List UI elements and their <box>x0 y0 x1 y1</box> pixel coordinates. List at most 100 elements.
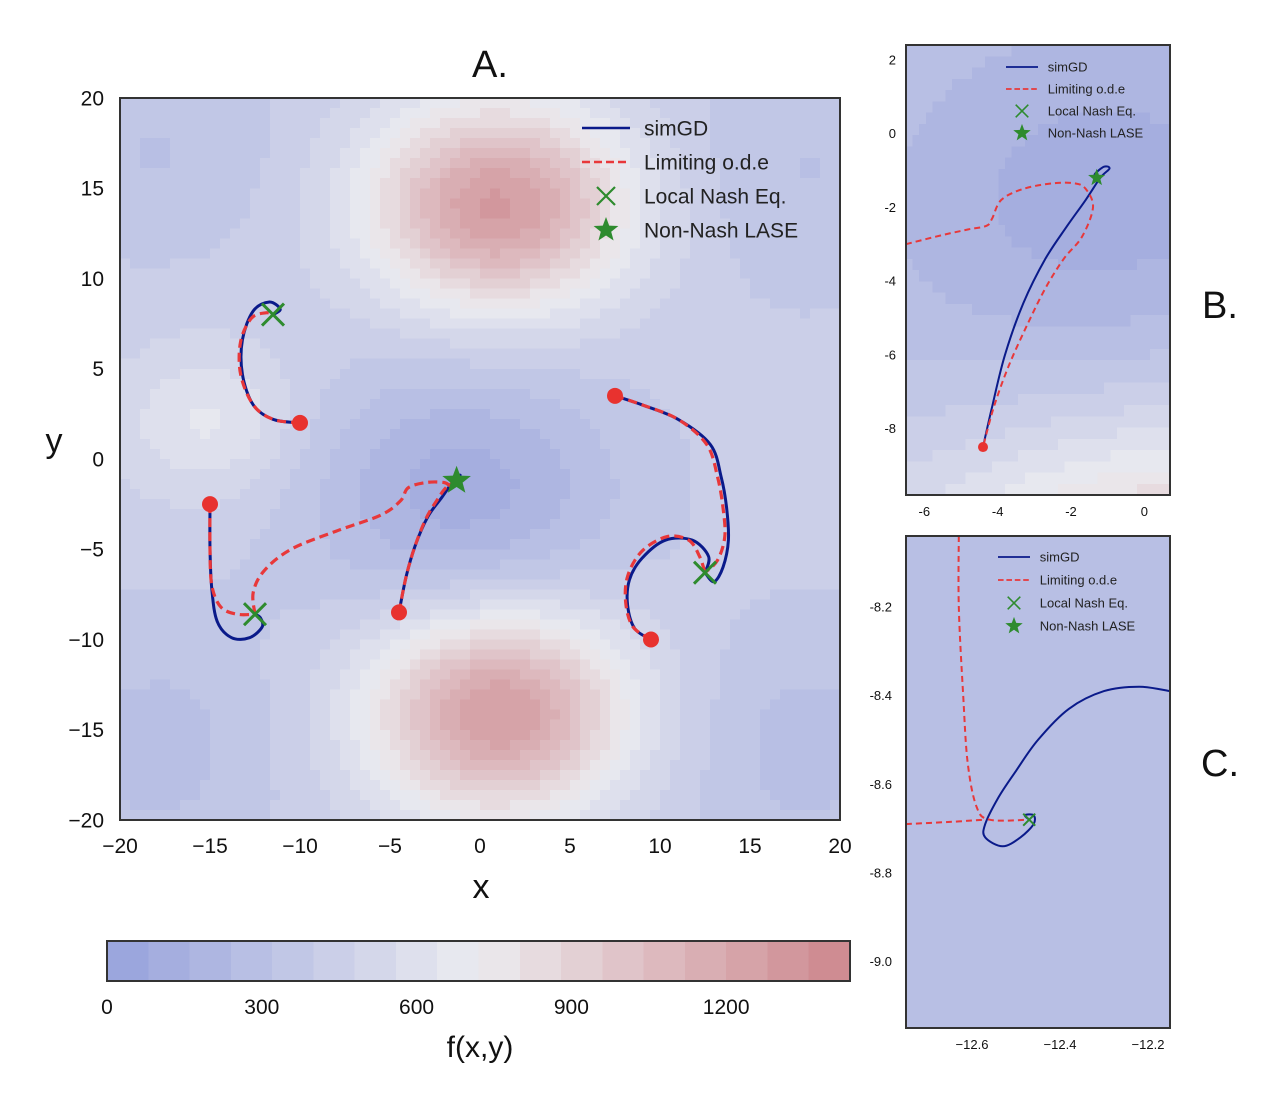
y-tick-label: -6 <box>884 347 896 362</box>
legend-lase-swatch <box>1005 616 1023 634</box>
local-nash-marker <box>242 602 268 627</box>
x-tick-label: −12.4 <box>1044 1037 1077 1052</box>
panel-a-title: A. <box>472 44 508 86</box>
y-tick-label: -4 <box>884 274 896 289</box>
contour-field <box>120 98 840 820</box>
simgd-trajectory <box>982 165 1111 448</box>
simgd-trajectory <box>982 685 1171 848</box>
panel-a-frame <box>119 97 841 821</box>
colorbar-tick-label: 300 <box>244 996 279 1019</box>
y-tick-label: 2 <box>889 52 896 67</box>
x-tick-label: −15 <box>192 835 228 858</box>
y-tick-label: 15 <box>81 178 104 201</box>
legend-label: Non-Nash LASE <box>1040 619 1136 634</box>
colorbar-label: f(x,y) <box>447 1031 514 1064</box>
colorbar-tick-label: 0 <box>101 996 113 1019</box>
y-tick-label: 0 <box>889 126 896 141</box>
legend-label: Local Nash Eq. <box>1040 596 1128 611</box>
panel-c-frame <box>905 535 1171 1029</box>
local-nash-marker <box>596 186 616 206</box>
local-nash-marker <box>1015 104 1029 118</box>
legend-label: Non-Nash LASE <box>1048 126 1144 141</box>
colorbar-level <box>354 941 397 981</box>
colorbar-level <box>519 941 562 981</box>
non-nash-lase-marker <box>1088 168 1106 186</box>
y-tick-label: -2 <box>884 200 896 215</box>
x-tick-label: −5 <box>378 835 402 858</box>
x-tick-label: -6 <box>919 504 931 519</box>
ode-trajectory <box>957 535 1030 822</box>
non-nash-lase-marker <box>442 465 471 493</box>
panel-b-plot: -6 -4 -2 0 2 0 -2 -4 -6 -8 simGD Limiting o.d.e Loca… <box>884 44 1171 519</box>
colorbar-level <box>189 941 232 981</box>
x-tick-label: −10 <box>282 835 318 858</box>
colorbar-level <box>684 941 727 981</box>
x-tick-label: 10 <box>648 835 671 858</box>
start-point <box>391 604 407 621</box>
x-tick-label: 0 <box>474 835 486 858</box>
y-tick-label: -8.2 <box>870 599 892 614</box>
ode-trajectory <box>397 479 458 613</box>
local-nash-marker <box>1007 596 1021 610</box>
ode-trajectory <box>905 181 1095 448</box>
y-tick-label: 0 <box>92 448 104 471</box>
legend-label: Non-Nash LASE <box>644 219 798 242</box>
x-tick-label: −20 <box>102 835 138 858</box>
panel-c-title: C. <box>1201 743 1239 785</box>
x-tick-label: −12.2 <box>1132 1037 1165 1052</box>
y-tick-label: -8 <box>884 421 896 436</box>
contour-field <box>906 536 1170 1028</box>
colorbar-level <box>272 941 314 981</box>
legend-label: Limiting o.d.e <box>1040 573 1117 588</box>
x-tick-label: 0 <box>1141 504 1148 519</box>
legend-label: simGD <box>1040 550 1080 565</box>
legend-lase-swatch <box>593 217 619 241</box>
y-tick-label: -8.6 <box>870 777 892 792</box>
colorbar: 0 300 600 900 1200 <box>101 940 851 1019</box>
y-tick-label: -8.4 <box>870 688 892 703</box>
colorbar-level <box>767 941 810 981</box>
colorbar-tick-label: 1200 <box>703 996 750 1019</box>
y-tick-label: -8.8 <box>870 865 892 880</box>
colorbar-level <box>230 941 273 981</box>
ode-trajectory <box>237 311 301 425</box>
start-point <box>292 414 308 431</box>
legend-lase-swatch <box>1013 123 1031 141</box>
start-point <box>978 442 988 453</box>
contour-field <box>906 45 1170 495</box>
y-tick-label: −10 <box>68 629 104 652</box>
legend-label: Limiting o.d.e <box>644 151 769 174</box>
x-tick-label: -2 <box>1065 504 1077 519</box>
colorbar-level <box>643 941 686 981</box>
x-tick-label: −12.6 <box>956 1037 989 1052</box>
colorbar-tick-label: 600 <box>399 996 434 1019</box>
legend-label: Local Nash Eq. <box>1048 104 1136 119</box>
start-point <box>607 387 623 404</box>
ode-trajectory <box>623 534 707 641</box>
panel-b-frame <box>905 44 1171 496</box>
colorbar-level <box>437 941 480 981</box>
start-point <box>202 496 218 513</box>
y-tick-label: −15 <box>68 719 104 742</box>
colorbar-level <box>808 941 851 981</box>
x-tick-label: 15 <box>738 835 761 858</box>
y-tick-label: 5 <box>92 358 104 381</box>
local-nash-marker <box>1022 812 1036 827</box>
colorbar-level <box>313 941 356 981</box>
panel-a-ylabel: y <box>46 422 63 460</box>
x-tick-label: -4 <box>992 504 1004 519</box>
start-point <box>643 631 659 648</box>
y-tick-label: 20 <box>81 87 104 110</box>
colorbar-level <box>561 941 603 981</box>
legend-label: Limiting o.d.e <box>1048 82 1125 97</box>
colorbar-level <box>478 941 521 981</box>
local-nash-marker <box>692 560 718 585</box>
colorbar-level <box>107 941 149 981</box>
colorbar-level <box>148 941 191 981</box>
legend-label: simGD <box>1048 60 1088 75</box>
legend-label: Local Nash Eq. <box>644 185 786 208</box>
panel-c-plot: −12.6 −12.4 −12.2 -8.2 -8.4 -8.6 -8.8 -9.0 simGD… <box>870 535 1171 1052</box>
colorbar-level <box>395 941 438 981</box>
y-tick-label: −20 <box>68 809 104 832</box>
